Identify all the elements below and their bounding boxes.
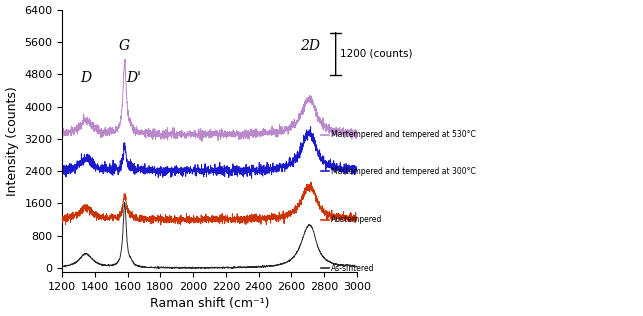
Text: Martempered and tempered at 300°C: Martempered and tempered at 300°C	[331, 167, 475, 176]
Text: Austempered: Austempered	[331, 215, 382, 224]
Y-axis label: Intensity (counts): Intensity (counts)	[6, 86, 19, 196]
X-axis label: Raman shift (cm⁻¹): Raman shift (cm⁻¹)	[150, 297, 269, 310]
Text: G: G	[119, 39, 131, 53]
Text: As-sintered: As-sintered	[331, 264, 374, 273]
Text: D': D'	[126, 71, 141, 85]
Text: 1200 (counts): 1200 (counts)	[340, 49, 412, 59]
Text: D: D	[80, 71, 91, 85]
Text: 2D: 2D	[300, 39, 320, 53]
Text: Martempered and tempered at 530°C: Martempered and tempered at 530°C	[331, 130, 475, 139]
